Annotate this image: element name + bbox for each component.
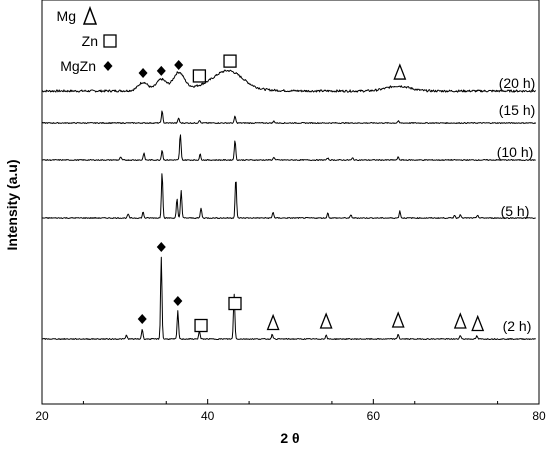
trace-series bbox=[41, 256, 536, 340]
zn-square-icon bbox=[194, 318, 208, 333]
trace-series bbox=[41, 173, 536, 219]
mg-triangle-icon bbox=[266, 313, 280, 331]
legend: Mg Zn MgZn bbox=[57, 5, 117, 74]
mgzn-diamond-icon bbox=[156, 65, 166, 76]
mgzn-diamond-icon bbox=[174, 59, 184, 70]
zn-square-icon bbox=[228, 296, 242, 311]
zn-square-icon bbox=[192, 69, 207, 83]
trace-series bbox=[41, 134, 536, 161]
mgzn-diamond-icon bbox=[156, 242, 166, 252]
y-axis-title: Intensity (a.u) bbox=[4, 159, 20, 250]
legend-diamond-icon bbox=[103, 61, 113, 71]
mgzn-diamond-icon bbox=[137, 314, 147, 324]
square-shape bbox=[103, 34, 117, 48]
mg-triangle-icon bbox=[471, 314, 485, 332]
mg-triangle-icon bbox=[391, 311, 405, 328]
series-label: (20 h) bbox=[499, 75, 536, 91]
mgzn-diamond-icon bbox=[138, 67, 148, 78]
series-label: (2 h) bbox=[503, 318, 532, 334]
series-label: (15 h) bbox=[499, 102, 536, 118]
x-tick-label: 40 bbox=[201, 409, 215, 423]
legend-square-icon bbox=[103, 34, 117, 48]
x-tick-label: 80 bbox=[532, 409, 546, 423]
x-tick-label: 20 bbox=[35, 409, 49, 423]
x-axis-title: 2 θ bbox=[280, 430, 299, 446]
x-tick-label: 60 bbox=[367, 409, 381, 423]
x-ticks: 20 40 60 80 bbox=[35, 399, 546, 423]
series-label: (5 h) bbox=[501, 203, 530, 219]
diamond-shape bbox=[103, 61, 113, 71]
triangle-shape bbox=[82, 5, 98, 25]
trace-series bbox=[41, 69, 537, 93]
series-labels: (20 h) (15 h) (10 h) (5 h) (2 h) bbox=[497, 75, 536, 334]
zn-square-icon bbox=[223, 54, 237, 68]
traces bbox=[41, 69, 537, 340]
legend-triangle-icon bbox=[82, 5, 98, 25]
legend-label-mgzn: MgZn bbox=[60, 58, 96, 74]
legend-label-zn: Zn bbox=[82, 33, 98, 49]
mg-triangle-icon bbox=[319, 312, 333, 329]
series-label: (10 h) bbox=[497, 144, 534, 160]
mg-triangle-icon bbox=[393, 63, 407, 80]
mg-triangle-icon bbox=[453, 312, 467, 329]
phase-markers bbox=[137, 54, 485, 333]
mgzn-diamond-icon bbox=[173, 296, 183, 306]
trace-series bbox=[41, 110, 537, 124]
plot-frame bbox=[41, 0, 540, 405]
legend-label-mg: Mg bbox=[57, 8, 76, 24]
